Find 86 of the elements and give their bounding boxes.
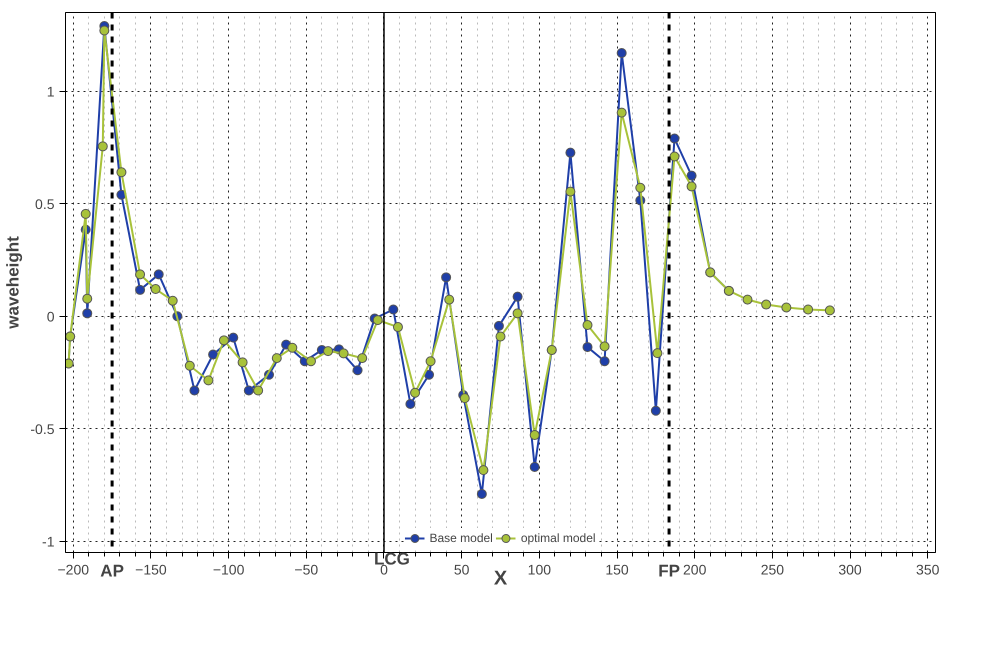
point [189, 386, 200, 396]
point [650, 406, 661, 416]
point [565, 148, 576, 158]
point [530, 462, 540, 472]
point [116, 167, 126, 178]
point [600, 341, 610, 352]
point [616, 48, 627, 58]
point [154, 269, 164, 280]
point [228, 332, 238, 343]
point [135, 284, 146, 295]
point [135, 269, 146, 280]
point [565, 186, 576, 197]
point [781, 302, 792, 312]
point [306, 356, 316, 366]
point [184, 360, 195, 371]
x-tick-label: −200 [58, 562, 90, 578]
x-tick-label: 100 [528, 562, 552, 578]
point [582, 320, 592, 330]
point [203, 375, 214, 386]
y-tick-label: 0 [46, 308, 55, 324]
x-axis-title: X [494, 568, 508, 590]
ref-line-label: FP [658, 562, 680, 580]
point [635, 182, 646, 193]
point [150, 284, 161, 294]
point [803, 304, 814, 314]
legend-label: optimal model [520, 531, 596, 545]
point [496, 332, 506, 342]
x-tick-label: 200 [683, 562, 707, 578]
point [99, 26, 110, 36]
point [80, 208, 91, 219]
x-tick-label: −100 [212, 562, 245, 578]
x-tick-label: 300 [838, 562, 862, 578]
point [98, 141, 108, 152]
y-tick-label: -0.5 [30, 420, 55, 437]
x-tick-label: 350 [916, 562, 940, 578]
y-tick-label: -1 [42, 533, 55, 550]
x-tick-label: 50 [454, 562, 470, 578]
point [323, 346, 334, 356]
point [478, 465, 488, 476]
x-tick-label: −50 [294, 562, 318, 578]
legend-label: Base model [429, 531, 493, 545]
point [761, 300, 772, 310]
point [426, 356, 436, 366]
point [82, 294, 92, 304]
point [616, 108, 627, 118]
point [238, 357, 248, 368]
point [352, 365, 363, 376]
point [372, 315, 383, 326]
point [388, 304, 398, 314]
y-axis-title: waveheight [3, 236, 22, 330]
point [652, 348, 662, 358]
point [168, 296, 178, 306]
y-tick-label: 1 [46, 83, 55, 100]
point [405, 399, 416, 409]
point [670, 134, 680, 144]
point [444, 294, 454, 305]
point [530, 430, 540, 440]
point [686, 181, 697, 192]
point [582, 342, 592, 352]
point [208, 350, 218, 360]
point [441, 272, 452, 282]
ref-line-label: AP [100, 562, 124, 580]
point [476, 489, 487, 499]
point [218, 335, 229, 346]
point [824, 305, 835, 316]
x-tick-label: −150 [135, 562, 167, 578]
point [410, 388, 420, 398]
point [357, 353, 368, 364]
x-tick-label: 250 [760, 562, 784, 578]
point [686, 170, 697, 181]
point [600, 356, 610, 366]
point [253, 386, 264, 396]
point [338, 348, 349, 358]
point [512, 308, 523, 318]
point [742, 294, 753, 305]
point [670, 152, 680, 162]
point [244, 386, 254, 396]
point [494, 320, 504, 331]
y-tick-label: 0.5 [35, 196, 55, 212]
point [512, 292, 523, 302]
x-tick-label: 150 [605, 562, 629, 578]
point [272, 353, 282, 364]
point [82, 308, 92, 318]
point [460, 393, 470, 404]
point [392, 322, 403, 332]
point [287, 342, 298, 353]
